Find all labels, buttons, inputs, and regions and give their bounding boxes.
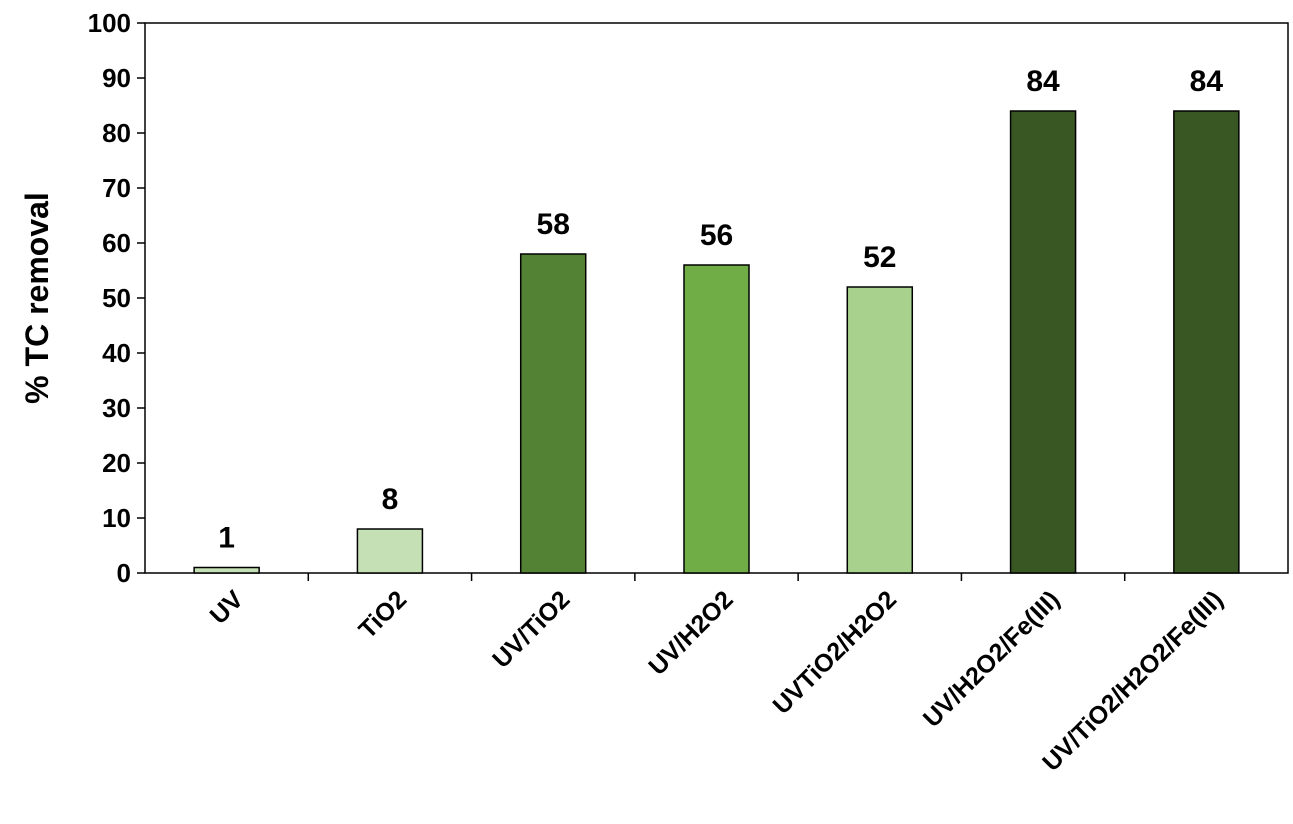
category-label: UV	[205, 585, 250, 630]
bar	[519, 253, 587, 574]
y-tick-label: 70	[102, 173, 131, 203]
category-label: UV/H2O2	[643, 585, 738, 680]
category-label: TiO2	[353, 585, 412, 644]
y-tick-label: 10	[102, 503, 131, 533]
y-tick-label: 90	[102, 63, 131, 93]
y-axis-label: % TC removal	[19, 192, 55, 404]
y-tick-label: 50	[102, 283, 131, 313]
data-label: 52	[863, 241, 896, 274]
y-axis: 0 10 20 30 40 50 60 70 80 90 100	[88, 8, 145, 588]
y-tick-label: 0	[117, 558, 131, 588]
bar	[193, 566, 260, 574]
y-tick-label: 80	[102, 118, 131, 148]
bar	[683, 264, 750, 574]
data-labels-group: 1 8 58 56 52 84 84	[218, 65, 1223, 555]
category-label: UV/H2O2/Fe(III)	[918, 585, 1065, 732]
data-label: 56	[700, 219, 733, 252]
category-label: UVTiO2/H2O2	[768, 585, 902, 719]
bar	[356, 528, 424, 574]
data-label: 84	[1026, 65, 1060, 98]
bars-group	[193, 110, 1240, 574]
y-tick-label: 30	[102, 393, 131, 423]
data-label: 8	[382, 483, 399, 516]
x-axis	[307, 573, 1126, 581]
data-label: 58	[537, 208, 570, 241]
category-label: UV/TiO2/H2O2/Fe(III)	[1037, 585, 1228, 776]
bar	[1173, 110, 1240, 574]
bar	[846, 286, 914, 574]
category-label: UV/TiO2	[487, 585, 575, 673]
y-tick-label: 40	[102, 338, 131, 368]
bar	[1009, 110, 1077, 574]
data-label: 1	[218, 522, 235, 555]
category-labels-group: UV TiO2 UV/TiO2 UV/H2O2 UVTiO2/H2O2 UV/H2O2/F…	[205, 585, 1229, 777]
y-tick-label: 100	[88, 8, 131, 38]
y-tick-label: 20	[102, 448, 131, 478]
y-tick-label: 60	[102, 228, 131, 258]
data-label: 84	[1190, 65, 1224, 98]
